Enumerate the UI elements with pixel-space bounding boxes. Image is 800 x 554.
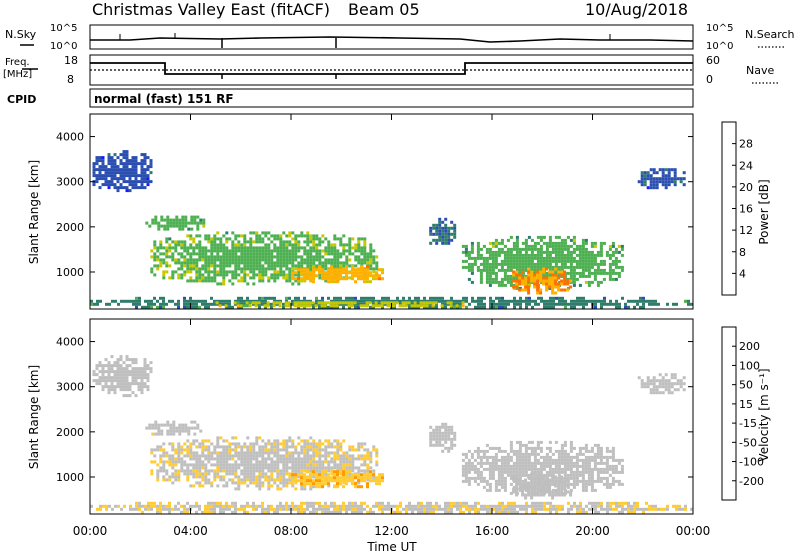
echo-region bbox=[637, 373, 686, 395]
xtick-label: 08:00 bbox=[274, 524, 309, 538]
echo-region bbox=[637, 168, 686, 190]
echo-region bbox=[215, 301, 465, 308]
echo-region bbox=[291, 470, 384, 489]
xtick-label: 12:00 bbox=[374, 524, 409, 538]
echo-region bbox=[429, 217, 457, 245]
noise-sky-trace bbox=[90, 36, 694, 43]
ytick-label: 2000 bbox=[56, 221, 84, 234]
ytick-label: 1000 bbox=[56, 266, 84, 279]
freq-label-1: Freq. bbox=[5, 57, 30, 68]
echo-region bbox=[512, 267, 573, 295]
cpid-panel-frame bbox=[89, 88, 694, 108]
noise-left-label: N.Sky bbox=[5, 28, 37, 41]
cpid-text: normal (fast) 151 RF bbox=[94, 92, 234, 106]
freq-tick-top: 18 bbox=[64, 54, 78, 67]
station-title: Christmas Valley East (fitACF) bbox=[92, 0, 330, 19]
colorbar-tick-label: 28 bbox=[739, 138, 753, 151]
noise-right-tick-top: 10^5 bbox=[706, 23, 733, 34]
colorbar-tick-label: 16 bbox=[739, 203, 753, 216]
echo-region bbox=[92, 355, 153, 398]
colorbar-tick-label: 20 bbox=[739, 181, 753, 194]
xtick-label: 00:00 bbox=[676, 524, 711, 538]
colorbar-tick-label: 100 bbox=[739, 359, 760, 372]
noise-right-label: N.Search bbox=[745, 28, 795, 41]
echo-region bbox=[150, 231, 379, 286]
power-colorbar: 28 24 20 16 12 8 4 bbox=[721, 121, 753, 296]
velocity-y-axis: 4000 3000 2000 1000 bbox=[56, 336, 693, 484]
colorbar-tick-label: -50 bbox=[739, 436, 757, 449]
ytick-label: 3000 bbox=[56, 381, 84, 394]
nave-tick-top: 60 bbox=[706, 54, 720, 67]
power-ylabel: Slant Range [km] bbox=[27, 160, 41, 264]
freq-label-2: [MHz] bbox=[3, 69, 32, 80]
colorbar-tick-label: 200 bbox=[739, 340, 760, 353]
power-y-axis: 4000 3000 2000 1000 bbox=[56, 131, 693, 279]
ytick-label: 1000 bbox=[56, 471, 84, 484]
ytick-label: 2000 bbox=[56, 426, 84, 439]
velocity-colorbar: 200 100 50 15 -15 -50 -100 -200 bbox=[721, 326, 764, 501]
echo-region bbox=[145, 215, 206, 231]
power-panel-frame bbox=[89, 113, 694, 310]
ytick-label: 3000 bbox=[56, 176, 84, 189]
echo-region bbox=[90, 501, 693, 514]
ytick-label: 4000 bbox=[56, 131, 84, 144]
colorbar-tick-label: 4 bbox=[739, 267, 746, 280]
colorbar-tick-label: 8 bbox=[739, 246, 746, 259]
noise-panel-frame bbox=[89, 24, 694, 50]
nave-tick-bottom: 0 bbox=[706, 73, 713, 86]
time-axis: 00:00 04:00 08:00 12:00 16:00 20:00 00:00 bbox=[73, 114, 711, 538]
colorbar-tick-label: -15 bbox=[739, 417, 757, 430]
colorbar-tick-label: 12 bbox=[739, 224, 753, 237]
velocity-ylabel: Slant Range [km] bbox=[27, 365, 41, 469]
cpid-label: CPID bbox=[7, 93, 36, 106]
freq-trace bbox=[90, 62, 693, 75]
ytick-label: 4000 bbox=[56, 336, 84, 349]
nave-label: Nave bbox=[746, 64, 774, 77]
echo-region bbox=[512, 472, 573, 500]
beam-title: Beam 05 bbox=[348, 0, 420, 19]
echo-region bbox=[145, 420, 203, 436]
colorbar-tick-label: 24 bbox=[739, 159, 753, 172]
colorbar-tick-label: -100 bbox=[739, 456, 764, 469]
xtick-label: 16:00 bbox=[475, 524, 510, 538]
echo-region bbox=[92, 150, 153, 193]
echo-region bbox=[291, 265, 384, 284]
xtick-label: 04:00 bbox=[173, 524, 208, 538]
power-colorbar-label: Power [dB] bbox=[757, 179, 771, 244]
date-title: 10/Aug/2018 bbox=[585, 0, 688, 19]
echo-region bbox=[150, 436, 379, 491]
noise-left-tick-top: 10^5 bbox=[50, 23, 77, 34]
colorbar-tick-label: -200 bbox=[739, 475, 764, 488]
echo-region bbox=[429, 422, 457, 453]
velocity-panel-frame bbox=[89, 318, 694, 515]
colorbar-tick-label: 15 bbox=[739, 398, 753, 411]
xaxis-label: Time UT bbox=[366, 540, 417, 554]
xtick-label: 20:00 bbox=[575, 524, 610, 538]
power-echo-layer bbox=[90, 150, 693, 309]
xtick-label: 00:00 bbox=[73, 524, 108, 538]
noise-left-tick-bottom: 10^0 bbox=[50, 41, 77, 52]
freq-tick-bottom: 8 bbox=[67, 73, 74, 86]
noise-right-tick-bottom: 10^0 bbox=[706, 41, 733, 52]
colorbar-tick-label: 50 bbox=[739, 379, 753, 392]
velocity-echo-layer bbox=[90, 355, 693, 514]
velocity-colorbar-label: Velocity [m s⁻¹] bbox=[757, 368, 771, 461]
